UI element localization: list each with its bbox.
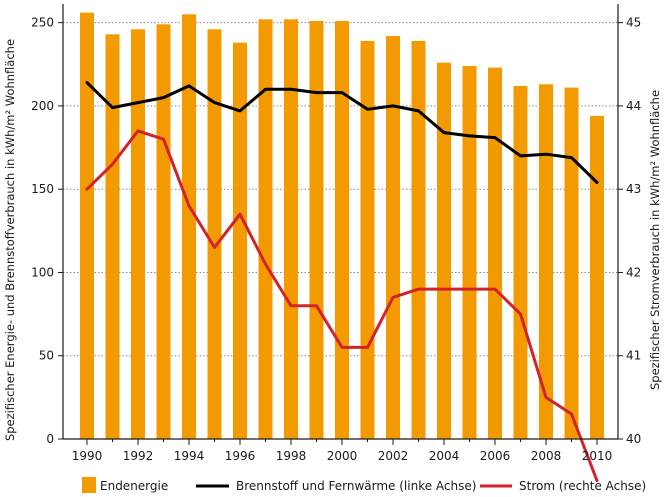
legend-label-brennstoff: Brennstoff und Fernwärme (linke Achse) [236,479,476,493]
left-tick-label: 0 [46,432,54,446]
left-tick-label: 100 [31,265,54,279]
x-tick-label: 2002 [378,449,409,463]
line-series [85,81,599,483]
line-brennstoff [85,81,599,184]
x-tick-label: 1996 [225,449,256,463]
bar [309,20,324,439]
right-axis-title: Spezifischer Stromverbrauch in kWh/m² Wo… [648,90,662,390]
left-axis-ticks: 0 50 100 150 200 250 [31,16,63,446]
bar [513,85,528,439]
right-axis-ticks: 40 41 42 43 44 45 [618,16,641,446]
axes [62,4,619,440]
x-tick-label: 1990 [72,449,103,463]
legend-swatch-endenergie [82,477,96,493]
bar [284,19,298,439]
bar [335,20,349,439]
bar [437,62,451,439]
right-tick-label: 41 [626,349,641,363]
bar [182,14,196,439]
bar [539,84,553,440]
x-tick-label: 2008 [531,449,562,463]
bar [105,34,120,440]
bar [131,29,145,440]
legend-label-endenergie: Endenergie [100,479,168,493]
legend: Endenergie Brennstoff und Fernwärme (lin… [82,477,646,493]
right-tick-label: 43 [626,182,641,196]
left-tick-label: 50 [39,349,54,363]
x-tick-label: 2004 [429,449,460,463]
left-axis-title: Spezifischer Energie- und Brennstoffverb… [3,39,17,441]
bar [590,115,604,440]
x-axis-ticks: 1990 1992 1994 1996 1998 2000 2002 2004 2006 2008… [72,439,613,463]
bar [386,35,400,439]
bar [411,40,426,439]
bar [564,87,579,439]
bar [156,24,171,439]
left-tick-label: 250 [31,16,54,30]
x-tick-label: 1998 [276,449,307,463]
x-tick-label: 1994 [174,449,205,463]
bar [233,42,247,440]
right-tick-label: 45 [626,16,641,30]
right-tick-label: 44 [626,99,641,113]
left-tick-label: 200 [31,99,54,113]
right-tick-label: 42 [626,265,641,279]
bar-series-endenergie [80,12,604,440]
left-tick-label: 150 [31,182,54,196]
legend-label-strom: Strom (rechte Achse) [519,479,646,493]
x-tick-label: 1992 [123,449,154,463]
x-tick-label: 2000 [327,449,358,463]
bar [488,67,502,439]
bar [462,65,477,439]
bar [258,19,273,439]
bar [360,40,375,439]
bar [80,12,94,440]
right-tick-label: 40 [626,432,641,446]
x-tick-label: 2010 [582,449,613,463]
x-tick-label: 2006 [480,449,511,463]
line-strom [85,129,599,483]
bar [207,29,222,440]
